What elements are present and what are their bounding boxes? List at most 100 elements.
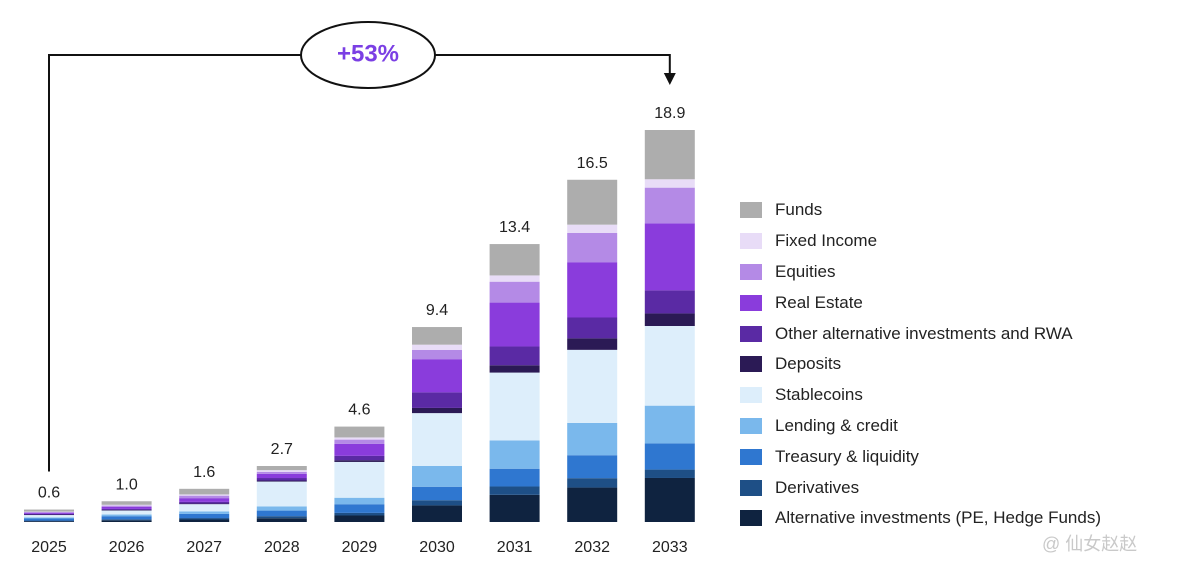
bar-segment-2027-10 xyxy=(179,488,230,495)
bar-segment-2030-8 xyxy=(412,349,462,360)
bar-segment-2031-7 xyxy=(489,302,540,347)
legend-label: Lending & credit xyxy=(775,415,898,435)
x-tick-label: 2027 xyxy=(186,539,222,556)
bar-segment-2030-3 xyxy=(412,466,462,487)
bar-segment-2029-0 xyxy=(334,515,385,522)
legend-label: Equities xyxy=(775,261,836,281)
bar-segment-2028-6 xyxy=(256,478,307,481)
bar-segment-2025-9 xyxy=(24,511,74,513)
bar-segment-2025-4 xyxy=(24,514,74,518)
x-tick-label: 2031 xyxy=(497,539,533,556)
bar-segment-2030-7 xyxy=(412,359,462,393)
bar-segment-2028-7 xyxy=(256,473,307,479)
growth-percentage-label: +53% xyxy=(337,40,399,67)
bar-segment-2029-7 xyxy=(334,443,385,456)
legend-swatch xyxy=(740,294,762,311)
legend-item: Stablecoins xyxy=(740,380,1101,411)
bar-segment-2031-3 xyxy=(489,440,540,469)
bar-segment-2033-8 xyxy=(644,187,695,224)
bar-segment-2029-6 xyxy=(334,455,385,461)
growth-callout-ellipse xyxy=(300,21,436,89)
legend-label: Funds xyxy=(775,200,823,220)
legend-label: Stablecoins xyxy=(775,385,863,405)
bar-segment-2030-2 xyxy=(412,486,462,501)
bar-segment-2027-8 xyxy=(179,495,230,499)
bar-segment-2027-5 xyxy=(179,503,230,505)
bar-segment-2031-9 xyxy=(489,275,540,282)
bar-segment-2031-4 xyxy=(489,372,540,441)
bar-segment-2027-3 xyxy=(179,511,230,514)
bar-segment-2031-0 xyxy=(489,494,540,522)
bar-segment-2031-5 xyxy=(489,365,540,373)
bar-segment-2030-10 xyxy=(412,327,462,345)
bar-segment-2032-9 xyxy=(567,224,618,233)
bar-segment-2028-3 xyxy=(256,506,307,511)
bar-segment-2028-4 xyxy=(256,481,307,507)
bar-segment-2032-3 xyxy=(567,422,618,456)
bar-total-label: 16.5 xyxy=(577,155,608,172)
bar-segment-2025-7 xyxy=(24,512,74,514)
bar-segment-2026-1 xyxy=(101,519,152,521)
legend-swatch xyxy=(740,356,762,373)
bar-segment-2033-3 xyxy=(644,405,695,444)
bar-segment-2029-5 xyxy=(334,460,385,462)
legend-item: Funds xyxy=(740,195,1101,226)
bar-segment-2033-4 xyxy=(644,326,695,406)
bar-segment-2033-6 xyxy=(644,290,695,314)
bar-segment-2032-7 xyxy=(567,262,618,318)
bar-segment-2026-3 xyxy=(101,514,152,517)
bar-segment-2030-4 xyxy=(412,413,462,466)
bar-segment-2026-7 xyxy=(101,506,152,509)
bar-segment-2028-8 xyxy=(256,471,307,474)
bar-total-label: 13.4 xyxy=(499,219,530,236)
bar-total-label: 2.7 xyxy=(271,441,293,458)
bar-segment-2029-3 xyxy=(334,497,385,505)
bar-segment-2026-8 xyxy=(101,505,152,507)
bar-total-label: 9.4 xyxy=(426,302,448,319)
bar-segment-2032-10 xyxy=(567,179,618,225)
bar-segment-2030-1 xyxy=(412,500,462,506)
legend-item: Other alternative investments and RWA xyxy=(740,318,1101,349)
bar-segment-2025-5 xyxy=(24,514,74,516)
bar-segment-2025-8 xyxy=(24,512,74,513)
x-tick-label: 2033 xyxy=(652,539,688,556)
bar-segment-2026-6 xyxy=(101,508,152,510)
legend-item: Lending & credit xyxy=(740,411,1101,442)
bar-segment-2028-1 xyxy=(256,516,307,519)
legend-item: Equities xyxy=(740,257,1101,288)
x-tick-label: 2028 xyxy=(264,539,300,556)
legend-item: Derivatives xyxy=(740,472,1101,503)
bar-segment-2026-10 xyxy=(101,501,152,505)
bar-segment-2025-0 xyxy=(24,521,74,522)
labels-layer: 0.6 2025 1.0 2026 1.6 2027 2.7 2028 4.6 2029 9.4 20… xyxy=(31,105,687,556)
bar-segment-2027-0 xyxy=(179,519,230,522)
bar-segment-2032-4 xyxy=(567,349,618,423)
bar-segment-2029-2 xyxy=(334,504,385,513)
bar-total-label: 18.9 xyxy=(654,105,685,122)
bar-segment-2032-0 xyxy=(567,487,618,522)
bar-segment-2029-1 xyxy=(334,512,385,516)
bar-segment-2028-9 xyxy=(256,470,307,472)
bar-segment-2027-7 xyxy=(179,498,230,502)
bar-segment-2029-4 xyxy=(334,461,385,498)
bar-segment-2028-5 xyxy=(256,480,307,482)
legend-label: Derivatives xyxy=(775,477,860,497)
bar-segment-2033-1 xyxy=(644,469,695,478)
legend-swatch xyxy=(740,417,762,434)
bar-segment-2030-6 xyxy=(412,392,462,408)
x-tick-label: 2026 xyxy=(109,539,145,556)
bar-segment-2031-6 xyxy=(489,346,540,366)
bar-segment-2029-9 xyxy=(334,437,385,440)
bar-segment-2029-10 xyxy=(334,426,385,438)
legend-item: Treasury & liquidity xyxy=(740,441,1101,472)
x-tick-label: 2025 xyxy=(31,539,67,556)
bar-segment-2025-10 xyxy=(24,509,74,512)
bar-segment-2030-5 xyxy=(412,407,462,414)
bar-segment-2031-10 xyxy=(489,244,540,276)
growth-annotation: +53% xyxy=(48,21,676,472)
legend-swatch xyxy=(740,448,762,465)
bar-segment-2027-4 xyxy=(179,504,230,512)
bar-segment-2032-8 xyxy=(567,232,618,263)
legend-swatch xyxy=(740,233,762,250)
